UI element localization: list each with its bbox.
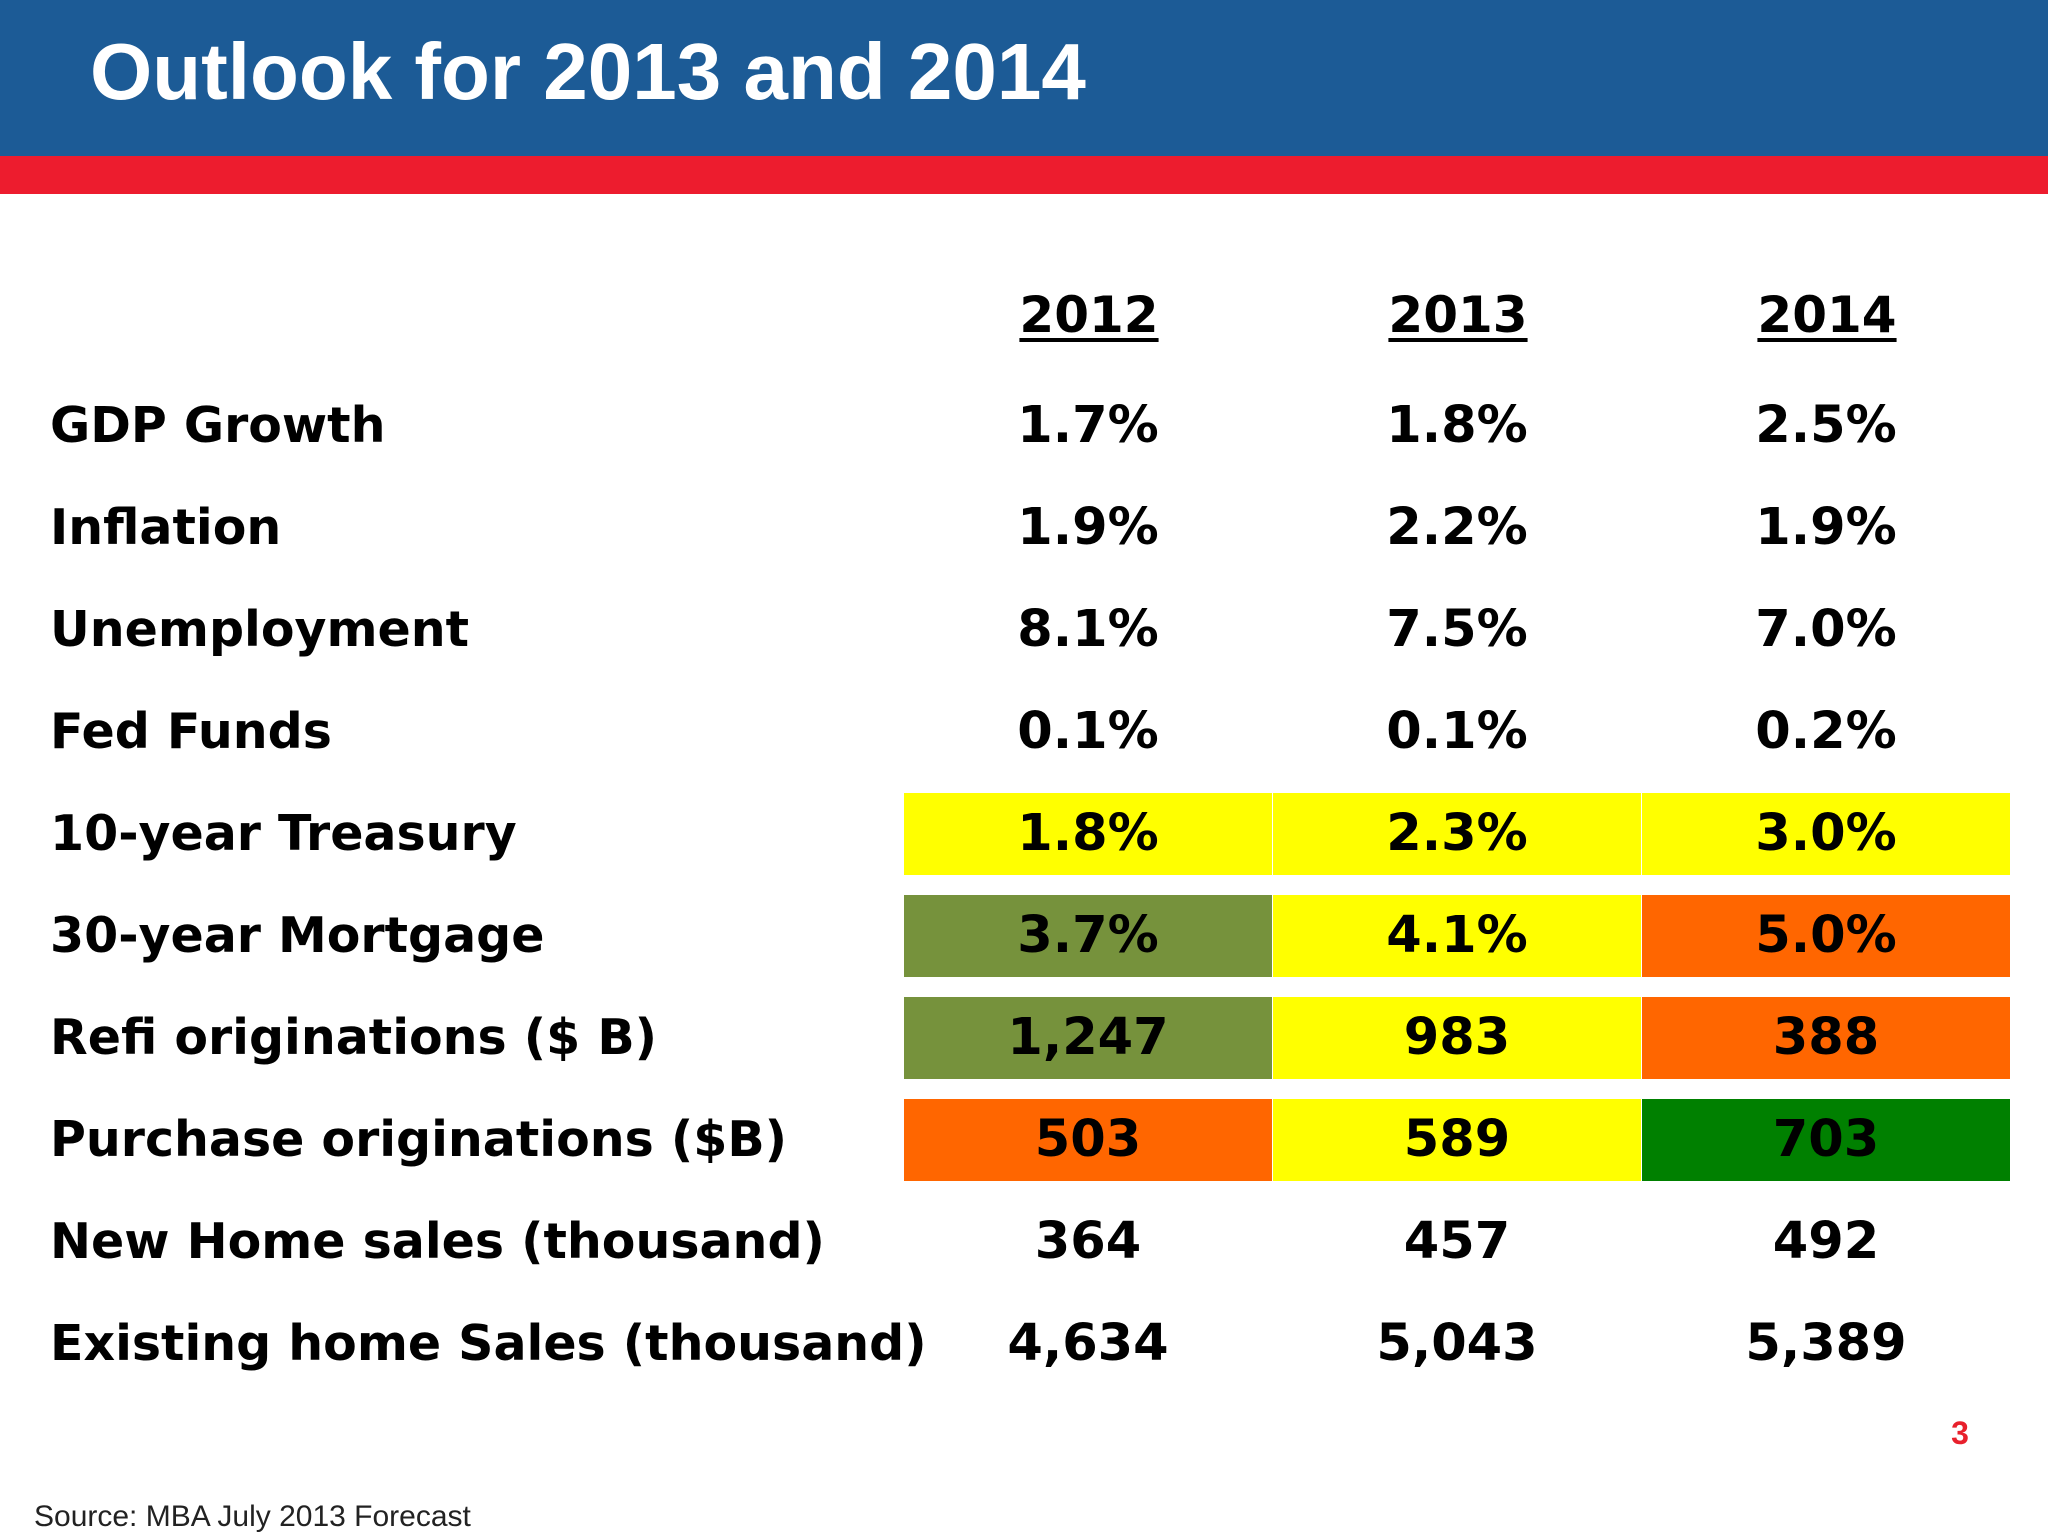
column-header-2012: 2012 — [969, 280, 1209, 350]
table-cell: 8.1% — [1017, 600, 1159, 659]
table-cell: 2.2% — [1386, 498, 1528, 557]
table-cell: 0.2% — [1755, 702, 1897, 761]
table-cell: 7.5% — [1386, 600, 1528, 659]
row-label-refi-originations: Refi originations ($ B) — [50, 1009, 658, 1066]
table-cell: 503 — [904, 1099, 1272, 1181]
page-title: Outlook for 2013 and 2014 — [90, 27, 1086, 116]
table-cell: 7.0% — [1755, 600, 1897, 659]
table-cell: 457 — [1403, 1212, 1511, 1271]
table-cell: 1.9% — [1017, 498, 1159, 557]
table-cell: 0.1% — [1017, 702, 1159, 761]
table-cell: 492 — [1772, 1212, 1880, 1271]
column-header-label: 2012 — [1019, 286, 1159, 344]
title-banner: Outlook for 2013 and 2014 — [0, 0, 2048, 156]
table-cell: 3.7% — [904, 895, 1272, 977]
table-cell: 589 — [1273, 1099, 1641, 1181]
table-cell: 5,043 — [1376, 1314, 1538, 1373]
row-label-gdp-growth: GDP Growth — [50, 397, 386, 454]
table-cell: 3.0% — [1642, 793, 2010, 875]
row-label-unemployment: Unemployment — [50, 601, 470, 658]
row-label-10-year-treasury: 10-year Treasury — [50, 805, 517, 862]
table-cell: 4.1% — [1273, 895, 1641, 977]
row-label-new-home-sales: New Home sales (thousand) — [50, 1213, 825, 1270]
table-cell: 2.3% — [1273, 793, 1641, 875]
column-header-2014: 2014 — [1707, 280, 1947, 350]
table-cell: 388 — [1642, 997, 2010, 1079]
table-cell: 4,634 — [1007, 1314, 1169, 1373]
table-cell: 2.5% — [1755, 396, 1897, 455]
table-cell: 1.7% — [1017, 396, 1159, 455]
table-cell: 1,247 — [904, 997, 1272, 1079]
row-label-existing-home-sales: Existing home Sales (thousand) — [50, 1315, 927, 1372]
row-label-inflation: Inflation — [50, 499, 282, 556]
table-cell: 0.1% — [1386, 702, 1528, 761]
table-cell: 5.0% — [1642, 895, 2010, 977]
column-header-2013: 2013 — [1338, 280, 1578, 350]
column-header-label: 2014 — [1757, 286, 1897, 344]
table-cell: 364 — [1034, 1212, 1142, 1271]
source-note: Source: MBA July 2013 Forecast — [34, 1500, 471, 1533]
table-cell: 1.8% — [904, 793, 1272, 875]
page-number: 3 — [1951, 1415, 1969, 1451]
row-label-purchase-originations: Purchase originations ($B) — [50, 1111, 788, 1168]
column-header-label: 2013 — [1388, 286, 1528, 344]
table-cell: 1.8% — [1386, 396, 1528, 455]
table-cell: 5,389 — [1745, 1314, 1907, 1373]
table-cell: 703 — [1642, 1099, 2010, 1181]
row-label-30-year-mortgage: 30-year Mortgage — [50, 907, 545, 964]
accent-bar — [0, 156, 2048, 194]
table-cell: 1.9% — [1755, 498, 1897, 557]
table-cell: 983 — [1273, 997, 1641, 1079]
row-label-fed-funds: Fed Funds — [50, 703, 332, 760]
